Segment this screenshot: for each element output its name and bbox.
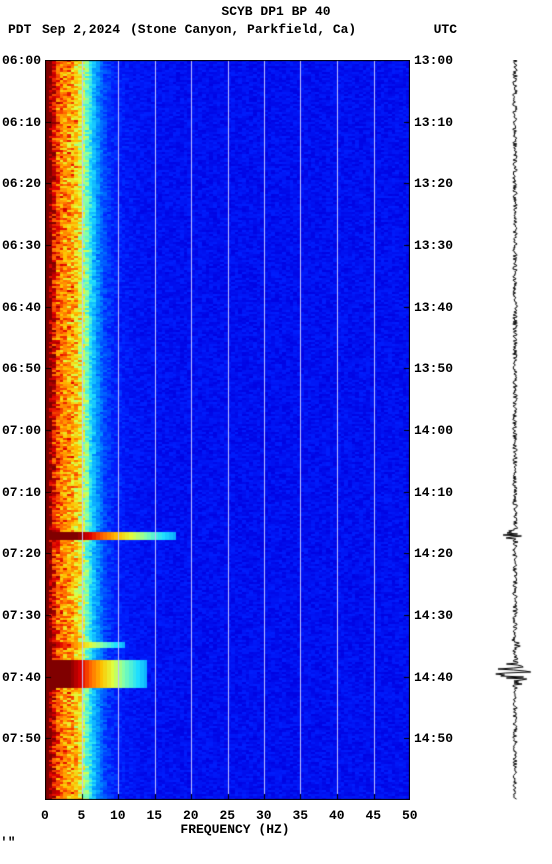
left-time-tick: 06:10 — [2, 115, 41, 130]
location: (Stone Canyon, Parkfield, Ca) — [130, 22, 356, 37]
waveform-canvas — [490, 60, 540, 800]
right-time-tick: 14:30 — [414, 608, 453, 623]
tz-right: UTC — [434, 22, 457, 37]
date-label: Sep 2,2024 — [42, 22, 120, 37]
left-time-tick: 07:00 — [2, 423, 41, 438]
x-tick: 25 — [220, 808, 236, 823]
right-time-tick: 14:40 — [414, 670, 453, 685]
right-time-tick: 14:20 — [414, 546, 453, 561]
x-tick: 0 — [41, 808, 49, 823]
x-axis-label: FREQUENCY (HZ) — [0, 822, 470, 837]
left-time-tick: 07:20 — [2, 546, 41, 561]
left-time-tick: 07:50 — [2, 731, 41, 746]
left-time-tick: 07:40 — [2, 670, 41, 685]
right-time-tick: 13:20 — [414, 176, 453, 191]
left-time-tick: 06:20 — [2, 176, 41, 191]
right-time-tick: 14:10 — [414, 485, 453, 500]
title-line1: SCYB DP1 BP 40 — [0, 4, 552, 19]
left-time-tick: 06:30 — [2, 238, 41, 253]
right-time-tick: 13:40 — [414, 300, 453, 315]
x-tick: 30 — [256, 808, 272, 823]
x-tick: 35 — [293, 808, 309, 823]
x-tick: 50 — [402, 808, 418, 823]
right-time-tick: 13:50 — [414, 361, 453, 376]
x-tick: 5 — [78, 808, 86, 823]
left-time-tick: 07:10 — [2, 485, 41, 500]
left-time-tick: 06:40 — [2, 300, 41, 315]
right-time-tick: 13:10 — [414, 115, 453, 130]
x-tick: 45 — [366, 808, 382, 823]
left-time-tick: 06:00 — [2, 53, 41, 68]
right-time-tick: 13:00 — [414, 53, 453, 68]
right-time-tick: 14:50 — [414, 731, 453, 746]
corner-mark: '" — [0, 835, 16, 850]
x-tick: 40 — [329, 808, 345, 823]
grid-overlay — [45, 60, 410, 800]
x-tick: 10 — [110, 808, 126, 823]
x-tick: 20 — [183, 808, 199, 823]
x-tick: 15 — [147, 808, 163, 823]
right-time-tick: 13:30 — [414, 238, 453, 253]
tz-left: PDT — [8, 22, 31, 37]
left-time-tick: 07:30 — [2, 608, 41, 623]
figure-root: SCYB DP1 BP 40 PDT Sep 2,2024 (Stone Can… — [0, 0, 552, 864]
left-time-tick: 06:50 — [2, 361, 41, 376]
right-time-tick: 14:00 — [414, 423, 453, 438]
